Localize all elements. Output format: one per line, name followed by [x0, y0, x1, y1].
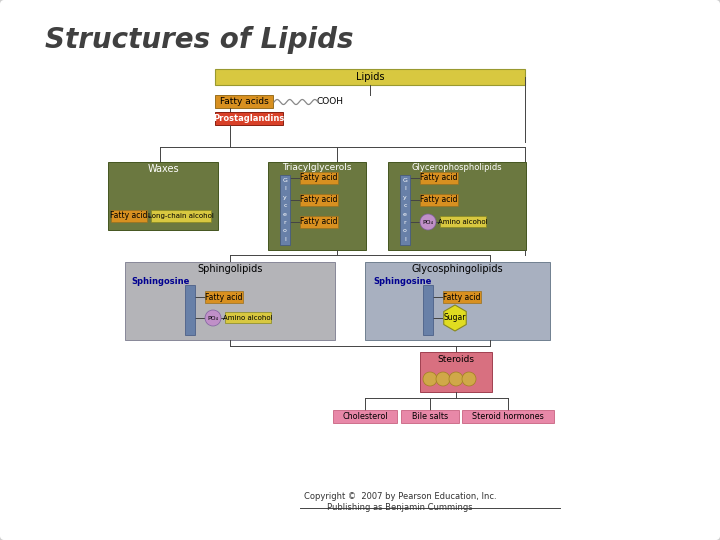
Text: Fatty acid: Fatty acid: [420, 195, 458, 205]
Bar: [462, 410, 554, 423]
Circle shape: [423, 372, 437, 386]
Text: COOH: COOH: [317, 98, 343, 106]
Bar: [420, 194, 458, 206]
Text: PO₄: PO₄: [207, 315, 219, 321]
Bar: [420, 352, 492, 392]
Bar: [401, 410, 459, 423]
Text: r: r: [284, 220, 287, 225]
Bar: [125, 262, 335, 340]
Text: o: o: [403, 228, 407, 233]
Text: Sphingosine: Sphingosine: [374, 278, 432, 287]
Bar: [420, 172, 458, 184]
Text: Fatty acids: Fatty acids: [220, 97, 269, 106]
Bar: [205, 291, 243, 303]
Text: Cholesterol: Cholesterol: [342, 412, 388, 421]
Text: Prostaglandins: Prostaglandins: [213, 114, 284, 123]
Bar: [440, 216, 486, 227]
Circle shape: [420, 214, 436, 230]
Text: Glycerophospholipids: Glycerophospholipids: [412, 164, 503, 172]
Bar: [443, 291, 481, 303]
Text: Sugar: Sugar: [444, 314, 467, 322]
Bar: [215, 69, 525, 85]
Text: Sphingosine: Sphingosine: [132, 278, 190, 287]
Bar: [365, 262, 550, 340]
Text: Sphingolipids: Sphingolipids: [197, 264, 263, 274]
Bar: [333, 410, 397, 423]
Bar: [300, 172, 338, 184]
Text: Long-chain alcohol: Long-chain alcohol: [148, 213, 214, 219]
Text: l: l: [284, 237, 286, 242]
Text: Glycosphingolipids: Glycosphingolipids: [412, 264, 503, 274]
Circle shape: [449, 372, 463, 386]
Text: l: l: [404, 237, 406, 242]
Text: Steroids: Steroids: [438, 355, 474, 364]
Bar: [300, 194, 338, 206]
Text: Triacylglycerols: Triacylglycerols: [282, 164, 352, 172]
Bar: [185, 285, 195, 335]
Text: o: o: [283, 228, 287, 233]
Bar: [215, 95, 273, 108]
Text: Fatty acid: Fatty acid: [205, 293, 243, 301]
Bar: [388, 162, 526, 250]
Text: Fatty acid: Fatty acid: [420, 173, 458, 183]
Circle shape: [462, 372, 476, 386]
Text: r: r: [404, 220, 406, 225]
Text: Structures of Lipids: Structures of Lipids: [45, 26, 354, 54]
Text: y: y: [283, 194, 287, 199]
Text: Amino alcohol: Amino alcohol: [438, 219, 488, 225]
Bar: [151, 210, 211, 222]
Text: G: G: [282, 178, 287, 183]
Text: e: e: [283, 212, 287, 217]
Text: Bile salts: Bile salts: [412, 412, 448, 421]
Text: l: l: [404, 186, 406, 191]
Text: Fatty acid: Fatty acid: [444, 293, 481, 301]
Text: l: l: [284, 186, 286, 191]
Bar: [111, 210, 147, 222]
Text: Fatty acid: Fatty acid: [300, 195, 338, 205]
Bar: [400, 175, 410, 245]
Text: Steroid hormones: Steroid hormones: [472, 412, 544, 421]
Bar: [225, 312, 271, 323]
Bar: [300, 216, 338, 228]
Text: PO₄: PO₄: [423, 219, 433, 225]
Circle shape: [205, 310, 221, 326]
Text: G: G: [402, 178, 408, 183]
Text: Fatty acid: Fatty acid: [300, 173, 338, 183]
Text: y: y: [403, 194, 407, 199]
Bar: [108, 162, 218, 230]
Text: Fatty acid: Fatty acid: [300, 218, 338, 226]
Text: c: c: [283, 203, 287, 208]
Text: e: e: [403, 212, 407, 217]
Bar: [268, 162, 366, 250]
Bar: [280, 175, 290, 245]
Text: Lipids: Lipids: [356, 72, 384, 82]
Text: c: c: [403, 203, 407, 208]
Bar: [215, 112, 283, 125]
Bar: [423, 285, 433, 335]
Text: Copyright ©  2007 by Pearson Education, Inc.
Publishing as Benjamin Cummings: Copyright © 2007 by Pearson Education, I…: [304, 492, 496, 512]
Text: Fatty acid: Fatty acid: [110, 212, 148, 220]
Text: Waxes: Waxes: [147, 164, 179, 174]
Text: Amino alcohol: Amino alcohol: [223, 315, 273, 321]
Circle shape: [436, 372, 450, 386]
